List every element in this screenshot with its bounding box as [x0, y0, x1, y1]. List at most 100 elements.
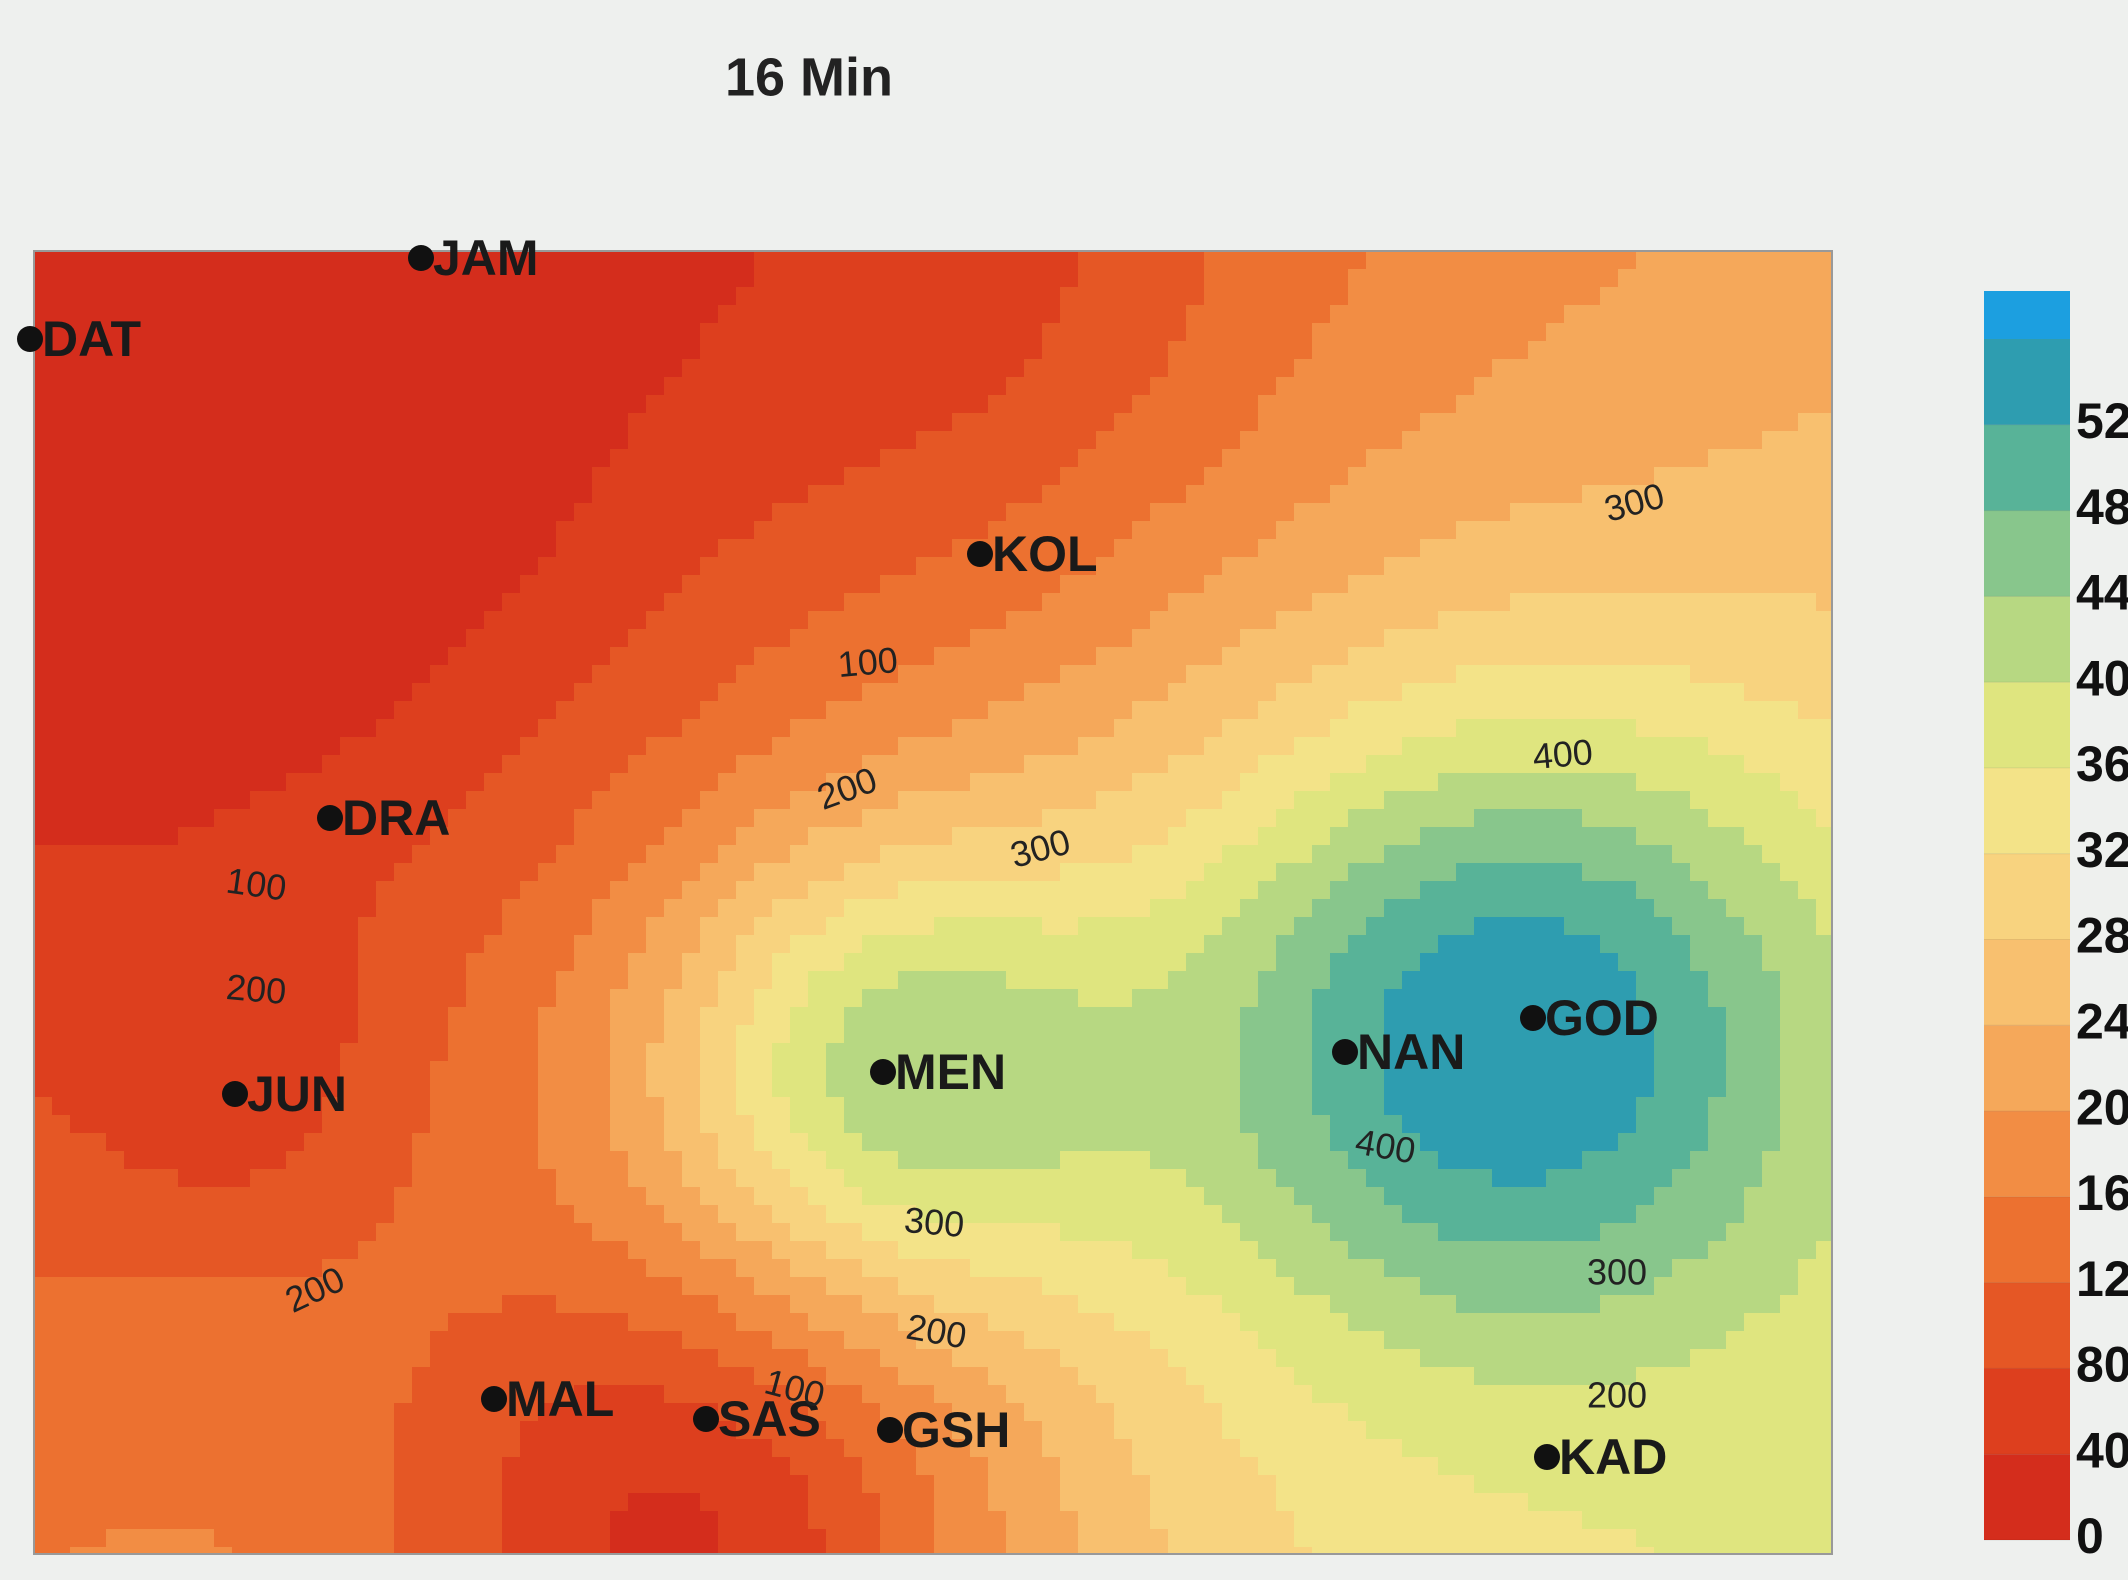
- field-cell: [1276, 827, 1295, 846]
- field-cell: [34, 1133, 53, 1152]
- field-cell: [610, 755, 629, 774]
- field-cell: [1816, 827, 1833, 846]
- field-cell: [574, 521, 593, 540]
- field-cell: [322, 323, 341, 342]
- field-cell: [1222, 917, 1241, 936]
- field-cell: [1186, 755, 1205, 774]
- field-cell: [1150, 521, 1169, 540]
- field-cell: [430, 1079, 449, 1098]
- field-cell: [142, 1061, 161, 1080]
- field-cell: [538, 773, 557, 792]
- field-cell: [1312, 485, 1331, 504]
- field-cell: [1672, 359, 1691, 378]
- field-cell: [1672, 575, 1691, 594]
- field-cell: [538, 701, 557, 720]
- field-cell: [484, 899, 503, 918]
- field-cell: [34, 953, 53, 972]
- field-cell: [1492, 449, 1511, 468]
- field-cell: [448, 305, 467, 324]
- field-cell: [1312, 1061, 1331, 1080]
- field-cell: [1366, 971, 1385, 990]
- field-cell: [1258, 287, 1277, 306]
- field-cell: [934, 287, 953, 306]
- field-cell: [1618, 791, 1637, 810]
- field-cell: [592, 557, 611, 576]
- field-cell: [916, 467, 935, 486]
- field-cell: [1150, 773, 1169, 792]
- field-cell: [934, 485, 953, 504]
- field-cell: [862, 575, 881, 594]
- field-cell: [1564, 503, 1583, 522]
- field-cell: [250, 1079, 269, 1098]
- field-cell: [880, 377, 899, 396]
- field-cell: [1420, 935, 1439, 954]
- field-cell: [376, 377, 395, 396]
- field-cell: [34, 971, 53, 990]
- field-cell: [376, 611, 395, 630]
- field-cell: [250, 665, 269, 684]
- field-cell: [988, 953, 1007, 972]
- field-cell: [250, 683, 269, 702]
- field-cell: [1042, 755, 1061, 774]
- field-cell: [1690, 719, 1709, 738]
- field-cell: [466, 1043, 485, 1062]
- field-cell: [1744, 1043, 1763, 1062]
- field-cell: [1582, 269, 1601, 288]
- field-cell: [1528, 773, 1547, 792]
- field-cell: [1366, 251, 1385, 270]
- field-cell: [1744, 431, 1763, 450]
- field-cell: [538, 881, 557, 900]
- field-cell: [1060, 431, 1079, 450]
- field-cell: [484, 575, 503, 594]
- field-cell: [1114, 1061, 1133, 1080]
- field-cell: [1780, 449, 1799, 468]
- field-cell: [1060, 773, 1079, 792]
- field-cell: [1384, 413, 1403, 432]
- field-cell: [502, 449, 521, 468]
- field-cell: [142, 431, 161, 450]
- field-cell: [1150, 1007, 1169, 1026]
- field-cell: [682, 377, 701, 396]
- field-cell: [1546, 1079, 1565, 1098]
- field-cell: [1096, 719, 1115, 738]
- field-cell: [106, 485, 125, 504]
- field-cell: [1762, 611, 1781, 630]
- field-cell: [790, 629, 809, 648]
- field-cell: [1672, 611, 1691, 630]
- field-cell: [1276, 251, 1295, 270]
- field-cell: [394, 557, 413, 576]
- field-cell: [1672, 1097, 1691, 1116]
- field-cell: [556, 935, 575, 954]
- field-cell: [70, 953, 89, 972]
- field-cell: [1798, 971, 1817, 990]
- field-cell: [952, 521, 971, 540]
- field-cell: [1150, 1061, 1169, 1080]
- field-cell: [250, 845, 269, 864]
- field-cell: [1276, 575, 1295, 594]
- field-cell: [1168, 719, 1187, 738]
- field-cell: [394, 665, 413, 684]
- field-cell: [1366, 665, 1385, 684]
- field-cell: [1312, 719, 1331, 738]
- field-cell: [1600, 827, 1619, 846]
- field-cell: [358, 413, 377, 432]
- field-cell: [574, 737, 593, 756]
- field-cell: [1024, 287, 1043, 306]
- field-cell: [1402, 629, 1421, 648]
- field-cell: [1618, 719, 1637, 738]
- field-cell: [880, 1025, 899, 1044]
- field-cell: [160, 377, 179, 396]
- field-cell: [1690, 737, 1709, 756]
- field-cell: [1348, 557, 1367, 576]
- field-cell: [1006, 449, 1025, 468]
- field-cell: [1258, 881, 1277, 900]
- field-cell: [808, 341, 827, 360]
- field-cell: [1780, 809, 1799, 828]
- field-cell: [1708, 1133, 1727, 1152]
- field-cell: [1186, 1115, 1205, 1134]
- field-cell: [1276, 935, 1295, 954]
- field-cell: [808, 719, 827, 738]
- field-cell: [466, 359, 485, 378]
- field-cell: [592, 287, 611, 306]
- field-cell: [862, 557, 881, 576]
